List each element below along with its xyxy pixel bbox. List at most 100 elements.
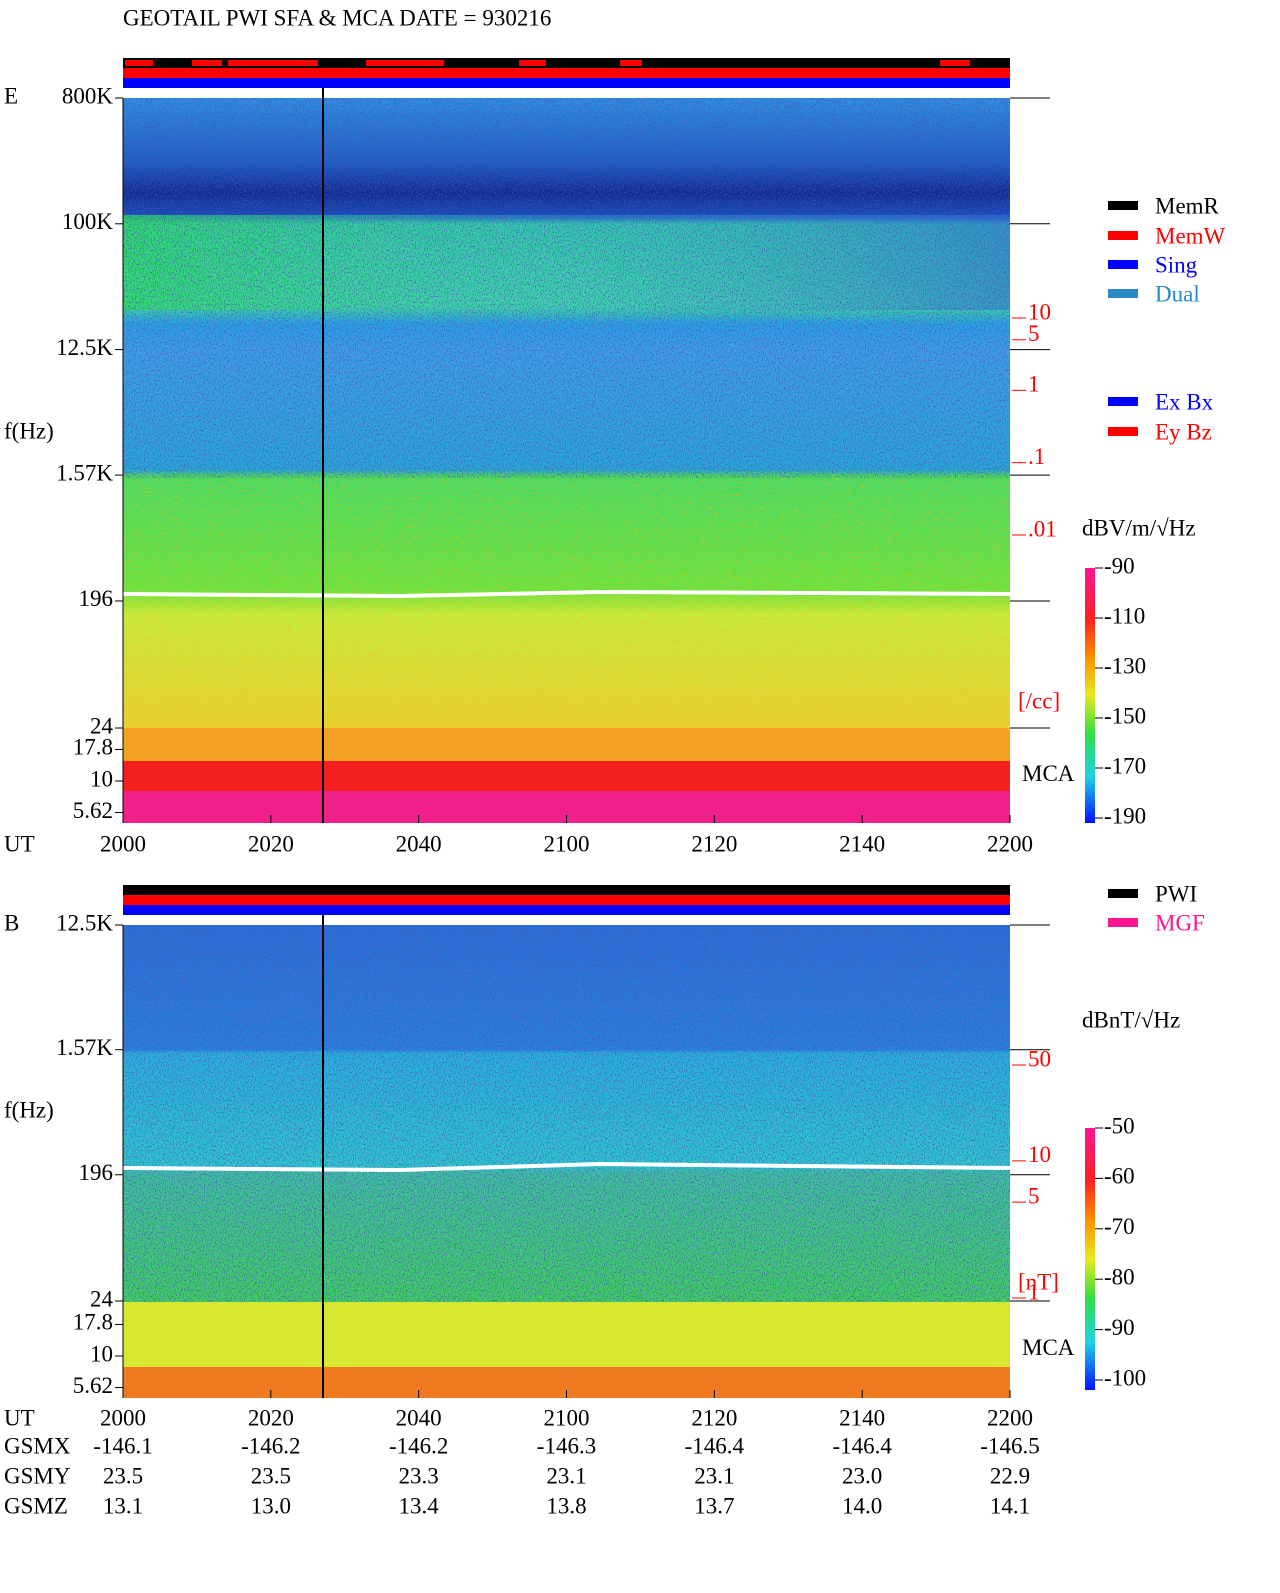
density-tick-label: 10: [1028, 299, 1051, 324]
legend-swatch: [1108, 289, 1138, 298]
legend-swatch: [1108, 397, 1138, 406]
x-tick-label: 2040: [396, 1405, 442, 1430]
x-tick-label: 2100: [544, 831, 590, 856]
orbit-value: -146.3: [537, 1433, 596, 1458]
orbit-value: -146.2: [389, 1433, 448, 1458]
orbit-value: 13.8: [546, 1493, 586, 1518]
colorbar-tick-label: -80: [1104, 1264, 1135, 1289]
density-tick-label: .01: [1028, 516, 1057, 541]
density-tick-label: 5: [1028, 1183, 1040, 1208]
legend-label: Ey Bz: [1155, 419, 1212, 444]
x-tick-label: 2200: [987, 831, 1033, 856]
x-tick-label: 2040: [396, 831, 442, 856]
colorbar-tick-label: -90: [1104, 1315, 1135, 1340]
colorbar-tick-label: -50: [1104, 1113, 1135, 1138]
orbit-value: 23.3: [399, 1463, 439, 1488]
colorbar-tick-label: -60: [1104, 1164, 1135, 1189]
y-tick-label: 24: [90, 1286, 114, 1311]
x-tick-label: 2100: [544, 1405, 590, 1430]
y-axis-label: f(Hz): [4, 1097, 54, 1122]
y-tick-label: 24: [90, 713, 114, 738]
x-tick-label: 2200: [987, 1405, 1033, 1430]
y-tick-label: 1.57K: [56, 460, 113, 485]
orbit-label: GSMZ: [4, 1493, 68, 1518]
orbit-value: 13.7: [694, 1493, 734, 1518]
orbit-value: -146.4: [685, 1433, 745, 1458]
colorbar-tick-label: -110: [1104, 603, 1145, 628]
legend-label: MemR: [1155, 193, 1220, 218]
legend-swatch: [1108, 918, 1138, 927]
orbit-label: GSMY: [4, 1463, 71, 1488]
mca-tick-label: 5.62: [73, 1373, 113, 1398]
legend-swatch: [1108, 231, 1138, 240]
spectrogram: [122, 58, 1095, 1398]
panel-label: B: [4, 910, 19, 935]
x-tick-label: 2120: [691, 1405, 737, 1430]
legend-label: Sing: [1155, 252, 1198, 277]
orbit-value: 13.1: [103, 1493, 143, 1518]
density-tick-label: .1: [1028, 444, 1045, 469]
y-tick-label: 1.57K: [56, 1035, 113, 1060]
density-tick-label: 1: [1028, 1279, 1040, 1304]
y-axis-label: f(Hz): [4, 418, 54, 443]
orbit-label: GSMX: [4, 1433, 71, 1458]
y-tick-label: 12.5K: [56, 910, 113, 935]
legend-label: MemW: [1155, 223, 1226, 248]
density-tick-label: 10: [1028, 1142, 1051, 1167]
orbit-value: -146.2: [241, 1433, 300, 1458]
y-tick-label: 100K: [62, 209, 114, 234]
colorbar-tick-label: -100: [1104, 1365, 1146, 1390]
orbit-value: 23.5: [103, 1463, 143, 1488]
legend-swatch: [1108, 889, 1138, 898]
legend-swatch: [1108, 260, 1138, 269]
colorbar-tick-label: -90: [1104, 553, 1135, 578]
legend-swatch: [1108, 427, 1138, 436]
orbit-value: 23.1: [546, 1463, 586, 1488]
colorbar-tick-label: -170: [1104, 753, 1146, 778]
y-tick-label: 800K: [62, 83, 114, 108]
colorbar-tick-label: -190: [1104, 803, 1146, 828]
mca-tick-label: 5.62: [73, 798, 113, 823]
density-unit: [/cc]: [1018, 688, 1060, 713]
orbit-value: -146.4: [832, 1433, 892, 1458]
mca-tick-label: 10: [90, 766, 113, 791]
density-tick-label: 5: [1028, 321, 1040, 346]
panel-label: E: [4, 83, 18, 108]
orbit-value: 14.0: [842, 1493, 882, 1518]
x-tick-label: 2140: [839, 831, 885, 856]
colorbar-tick-label: -150: [1104, 703, 1146, 728]
orbit-value: 14.1: [990, 1493, 1030, 1518]
mca-tick-label: 17.8: [73, 1310, 113, 1335]
mca-tick-label: 17.8: [73, 735, 113, 760]
orbit-value: 23.5: [251, 1463, 291, 1488]
orbit-value: 13.0: [251, 1493, 291, 1518]
legend-label: PWI: [1155, 881, 1197, 906]
x-tick-label: 2000: [100, 831, 146, 856]
x-tick-label: 2120: [691, 831, 737, 856]
x-tick-label: 2140: [839, 1405, 885, 1430]
legend-swatch: [1108, 201, 1138, 210]
x-axis-label: UT: [4, 831, 35, 856]
x-tick-label: 2000: [100, 1405, 146, 1430]
orbit-value: -146.5: [980, 1433, 1039, 1458]
x-axis-label: UT: [4, 1405, 35, 1430]
y-tick-label: 196: [79, 1160, 114, 1185]
orbit-value: 23.0: [842, 1463, 882, 1488]
density-tick-label: 1: [1028, 372, 1040, 397]
y-tick-label: 196: [79, 586, 114, 611]
x-tick-label: 2020: [248, 831, 294, 856]
mca-label: MCA: [1022, 1335, 1075, 1360]
title: GEOTAIL PWI SFA & MCA DATE = 930216: [123, 5, 551, 30]
orbit-value: 13.4: [399, 1493, 440, 1518]
legend-label: MGF: [1155, 910, 1205, 935]
colorbar-label: dBV/m/√Hz: [1082, 515, 1196, 540]
y-tick-label: 12.5K: [56, 335, 113, 360]
orbit-value: -146.1: [93, 1433, 152, 1458]
mca-label: MCA: [1022, 761, 1075, 786]
x-tick-label: 2020: [248, 1405, 294, 1430]
orbit-value: 23.1: [694, 1463, 734, 1488]
colorbar-tick-label: -70: [1104, 1214, 1135, 1239]
legend-label: Ex Bx: [1155, 389, 1214, 414]
colorbar-tick-label: -130: [1104, 653, 1146, 678]
legend-label: Dual: [1155, 281, 1200, 306]
